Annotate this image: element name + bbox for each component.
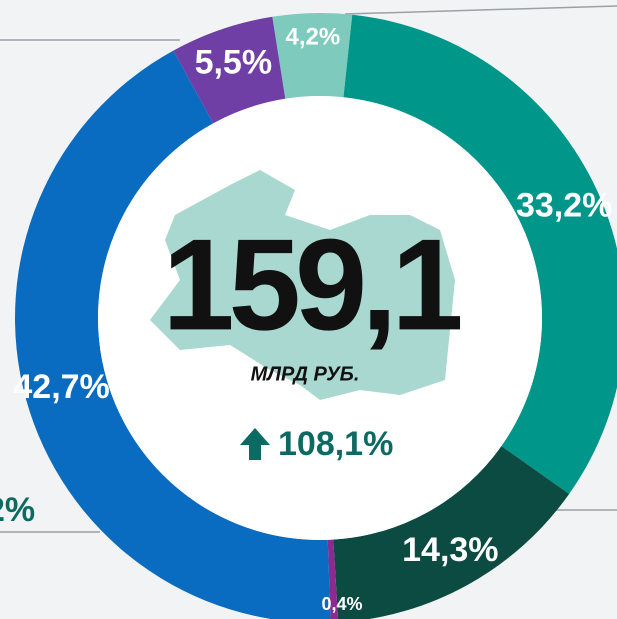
labels: 4,2% 33,2% 14,3% 0,4% 42,7% 5,5%	[13, 23, 612, 613]
region-map	[150, 170, 455, 400]
segment	[272, 12, 353, 99]
segment	[15, 50, 331, 619]
leader-line	[344, 5, 617, 15]
segment	[333, 446, 570, 619]
segment-label: 4,2%	[286, 23, 341, 50]
ring	[15, 12, 617, 619]
growth: 108,1%	[278, 425, 393, 463]
segment	[343, 14, 617, 494]
segment-label: 42,7%	[13, 368, 109, 406]
segment-label: 14,3%	[402, 531, 498, 569]
up-arrow	[240, 428, 270, 460]
segment-label: 5,5%	[195, 43, 273, 81]
segment	[173, 16, 286, 124]
side-label: 2%	[0, 491, 35, 529]
segment-label: 33,2%	[516, 187, 612, 225]
center-unit: МЛРД РУБ.	[251, 363, 360, 385]
segment-label: 0,4%	[321, 594, 362, 614]
center-value: 159,1	[162, 211, 460, 357]
segment	[327, 539, 339, 619]
